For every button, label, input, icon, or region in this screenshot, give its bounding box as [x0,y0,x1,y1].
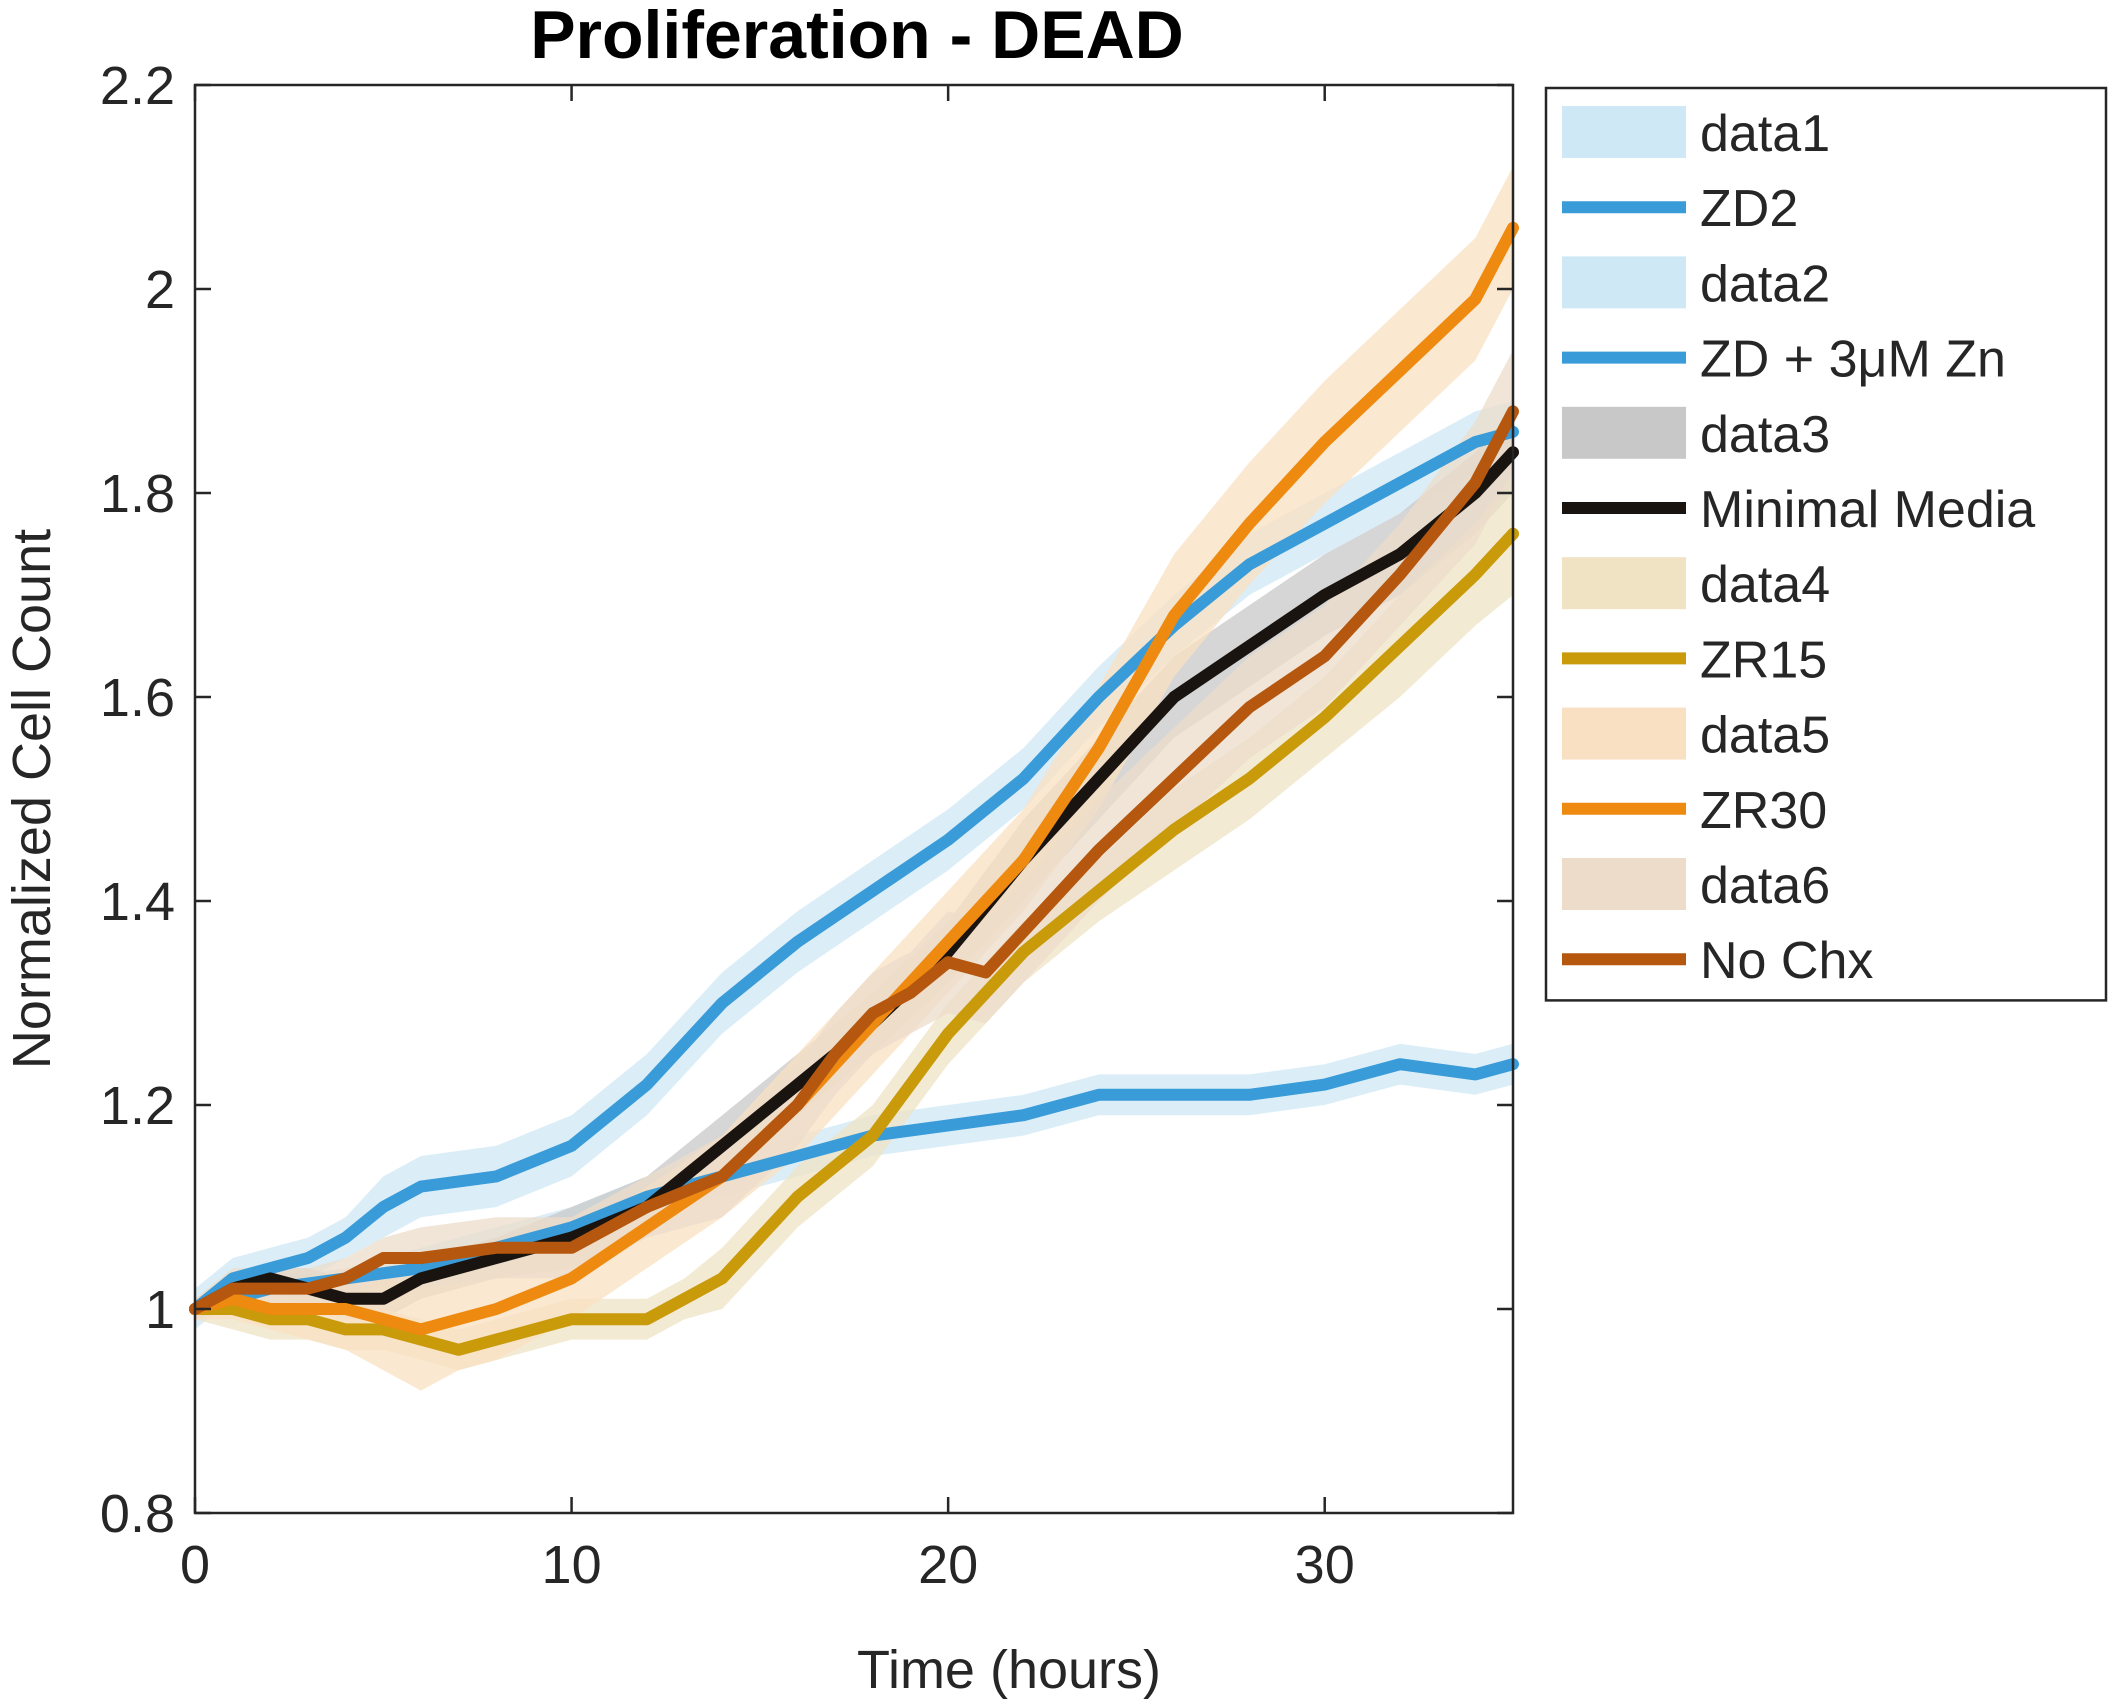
y-axis-label: Normalized Cell Count [2,529,62,1069]
legend-label: data5 [1700,707,1830,765]
legend-label: Minimal Media [1700,481,2035,539]
y-tick-label: 1.2 [100,1076,175,1136]
y-tick-label: 1.4 [100,872,175,932]
y-tick-label: 1.8 [100,464,175,524]
legend-label: ZR15 [1700,631,1827,689]
series-line-minimal-media [189,446,1519,1315]
legend: data1 ZD2 data2 ZD + 3μM Zn data3 Minimal Med… [1544,86,2108,1002]
legend-label: data1 [1700,105,1830,163]
legend-label: data4 [1700,556,1830,614]
legend-label: ZD2 [1700,180,1798,238]
legend-label: data3 [1700,406,1830,464]
y-tick-label: 1.6 [100,668,175,728]
legend-label: ZD + 3μM Zn [1700,331,2006,389]
line-layer [189,221,1519,1356]
x-tick-label: 20 [918,1535,978,1595]
legend-swatch-band [1562,707,1686,760]
x-tick-label: 30 [1295,1535,1355,1595]
x-tick-label: 0 [180,1535,210,1595]
plot-frame [193,83,1515,1515]
y-tick-label: 2.2 [100,56,175,116]
legend-box [1544,86,2108,1002]
legend-swatch-band [1562,406,1686,459]
series-line-no-chx [189,405,1519,1315]
legend-swatch-band [1562,557,1686,610]
y-tick-label: 1 [145,1280,175,1340]
legend-swatch-band [1562,106,1686,158]
x-tick-label: 10 [542,1535,602,1595]
legend-swatch-band [1562,256,1686,309]
x-axis: 0 10 20 30 [180,85,1355,1595]
legend-label: No Chx [1700,932,1873,990]
series-line-zd2 [189,425,1519,1315]
legend-label: data2 [1700,255,1830,313]
y-axis: 0.8 1 1.2 1.4 1.6 1.8 2 2.2 [100,56,1513,1544]
band-zd2 [195,401,1513,1330]
chart-title: Proliferation - DEAD [530,0,1184,73]
y-tick-label: 2 [145,260,175,320]
series-line-zr15 [189,527,1519,1356]
x-axis-label: Time (hours) [857,1640,1161,1700]
y-tick-label: 0.8 [100,1484,175,1544]
legend-label: data6 [1700,857,1830,915]
legend-swatch-band [1562,858,1686,910]
legend-label: ZR30 [1700,782,1827,840]
